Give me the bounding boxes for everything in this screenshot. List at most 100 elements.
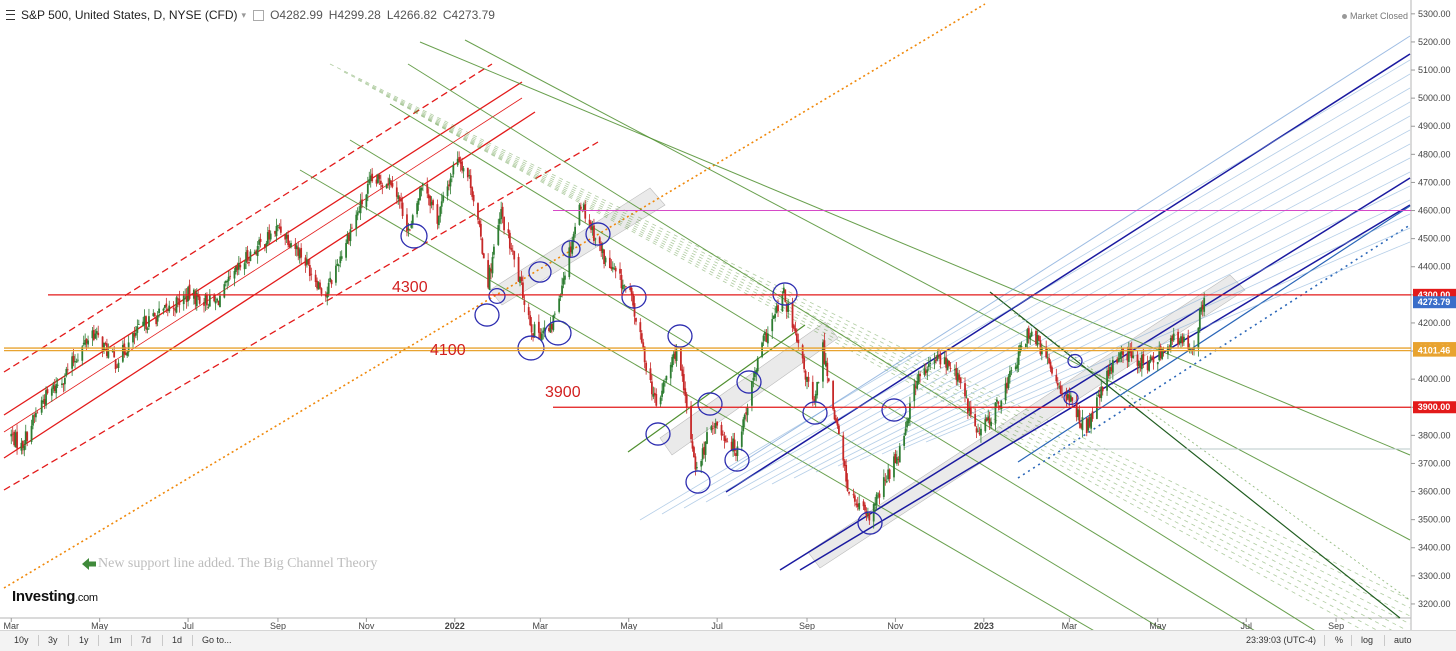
candle-body (135, 332, 137, 336)
candle-body (1024, 343, 1027, 348)
candle-body (766, 333, 769, 344)
candle-body (23, 445, 26, 451)
candle-body (32, 415, 34, 426)
range-1y[interactable]: 1y (79, 635, 89, 645)
candle-body (775, 306, 778, 313)
x-tick-label: Sep (270, 621, 286, 630)
candle-body (97, 332, 100, 336)
candle-body (691, 441, 694, 449)
candle-body (1106, 370, 1108, 391)
candle-body (904, 428, 907, 435)
candle-body (651, 381, 653, 395)
candle-body (601, 248, 604, 254)
candle-body (1096, 397, 1098, 419)
candle-body (308, 264, 311, 276)
candle-body (542, 330, 545, 334)
candle-body (807, 376, 810, 382)
log-toggle[interactable]: log (1361, 635, 1374, 645)
candle-body (846, 479, 849, 491)
candle-body (943, 357, 946, 365)
green-channel-line (419, 41, 1411, 456)
range-1m[interactable]: 1m (109, 635, 122, 645)
price-chart[interactable]: 4300 4100 3900 3200.00 3300.00 3400.00 3500.0… (0, 0, 1456, 630)
range-7d[interactable]: 7d (141, 635, 152, 645)
candle-body (245, 252, 247, 263)
candle-body (21, 440, 24, 448)
pivot-circle (772, 282, 798, 306)
candle-body (401, 202, 404, 217)
candle-body (1178, 340, 1181, 343)
candle-body (487, 260, 490, 288)
low-value: L4266.82 (386, 8, 437, 22)
candle-body (894, 453, 897, 464)
divider (1384, 635, 1385, 646)
candle-body (700, 460, 703, 467)
chevron-down-icon[interactable]: ▾ (241, 9, 247, 20)
candle-body (649, 368, 652, 381)
candle-body (213, 294, 216, 302)
candle-body (720, 424, 723, 436)
open-value: O4282.99 (270, 8, 323, 22)
candle-body (1080, 423, 1082, 428)
range-3y[interactable]: 3y (48, 635, 58, 645)
candle-body (168, 305, 171, 312)
candle-body (822, 342, 824, 382)
candle-body (266, 232, 269, 244)
symbol-title[interactable]: S&P 500, United States, D, NYSE (CFD) (21, 8, 238, 22)
candle-body (685, 394, 688, 408)
candle-body (974, 414, 977, 427)
goto-button[interactable]: Go to... (202, 635, 232, 645)
candle-body (407, 228, 410, 231)
candle-body (1056, 382, 1059, 386)
range-1d[interactable]: 1d (172, 635, 183, 645)
candle-body (284, 234, 287, 240)
candle-body (439, 206, 442, 217)
candle-body (927, 364, 930, 367)
auto-toggle[interactable]: auto (1394, 635, 1412, 645)
candle-body (742, 419, 745, 432)
candle-body (121, 345, 124, 362)
candle-body (593, 225, 595, 242)
candle-body (785, 303, 788, 312)
candle-body (330, 280, 333, 285)
y-tick-label: 4800.00 (1418, 149, 1451, 159)
candle-body (633, 303, 636, 317)
settings-icon[interactable] (253, 9, 265, 21)
candle-body (24, 431, 27, 445)
candle-body (336, 263, 339, 266)
candle-body (1078, 410, 1081, 425)
candle-body (377, 174, 379, 183)
candle-body (153, 313, 156, 317)
percent-toggle[interactable]: % (1335, 635, 1344, 645)
candle-body (722, 434, 724, 436)
candle-body (427, 194, 430, 199)
red-channel-line (3, 97, 523, 433)
candle-body (1171, 335, 1174, 341)
candle-body (1039, 340, 1042, 355)
range-10y[interactable]: 10y (14, 635, 29, 645)
candle-body (74, 361, 76, 362)
candle-body (1058, 386, 1061, 388)
menu-icon[interactable] (6, 10, 15, 20)
candle-body (949, 367, 952, 369)
candle-body (988, 418, 991, 425)
candle-body (1172, 333, 1175, 341)
level-label: 4300 (392, 279, 428, 296)
divider (162, 635, 163, 646)
candle-body (572, 234, 575, 243)
candle-body (579, 206, 582, 209)
candle-body (249, 251, 252, 262)
pivot-circle (474, 303, 500, 327)
candle-body (365, 194, 368, 207)
candle-body (198, 296, 201, 304)
candle-body (511, 250, 514, 252)
candle-body (142, 321, 145, 327)
candle-body (884, 479, 887, 481)
candle-body (510, 248, 513, 250)
candle-body (690, 405, 692, 440)
candle-body (1187, 335, 1190, 350)
candle-body (965, 396, 968, 398)
candle-body (623, 284, 626, 286)
candle-body (437, 215, 440, 226)
